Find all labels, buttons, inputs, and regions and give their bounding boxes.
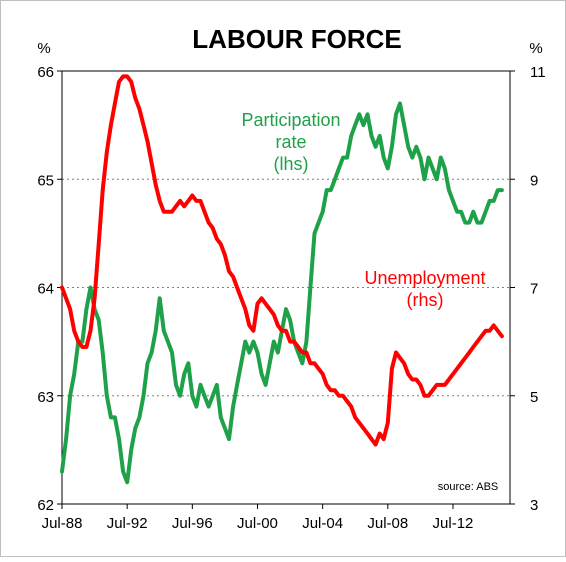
unemployment-label-line-1: Unemployment [364, 268, 485, 288]
x-tick-label: Jul-96 [172, 515, 213, 532]
participation-label-line-3: (lhs) [274, 154, 309, 174]
x-tick-label: Jul-12 [433, 515, 474, 532]
participation-label-line-1: Participation [241, 110, 340, 130]
right-tick-label: 11 [530, 64, 546, 81]
chart-title: LABOUR FORCE [192, 24, 401, 54]
left-tick-label: 64 [37, 281, 54, 298]
x-tick-label: Jul-04 [302, 515, 343, 532]
right-tick-label: 5 [530, 389, 538, 406]
left-tick-label: 65 [37, 172, 54, 189]
x-tick-label: Jul-92 [107, 515, 148, 532]
x-axis-ticks: Jul-88 Jul-92 Jul-96 Jul-00 Jul-04 Jul-08 Jul-… [42, 504, 474, 532]
source-note: source: ABS [438, 481, 499, 493]
series-layer [60, 74, 504, 485]
left-tick-label: 66 [37, 64, 54, 81]
x-tick-label: Jul-00 [237, 515, 278, 532]
x-tick-label: Jul-08 [367, 515, 408, 532]
right-tick-label: 3 [530, 497, 538, 514]
right-tick-label: 7 [530, 281, 538, 298]
right-tick-label: 9 [530, 172, 538, 189]
unemployment-label-line-2: (rhs) [407, 290, 444, 310]
x-tick-label: Jul-88 [42, 515, 83, 532]
left-axis-ticks: 62 63 64 65 66 [37, 64, 62, 514]
left-axis-unit: % [37, 40, 50, 57]
participation-label-line-2: rate [275, 132, 306, 152]
left-tick-label: 63 [37, 389, 54, 406]
right-axis-unit: % [529, 40, 542, 57]
unemployment-line [60, 74, 504, 447]
right-axis-ticks: 3 5 7 9 11 [510, 64, 546, 514]
left-tick-label: 62 [37, 497, 54, 514]
